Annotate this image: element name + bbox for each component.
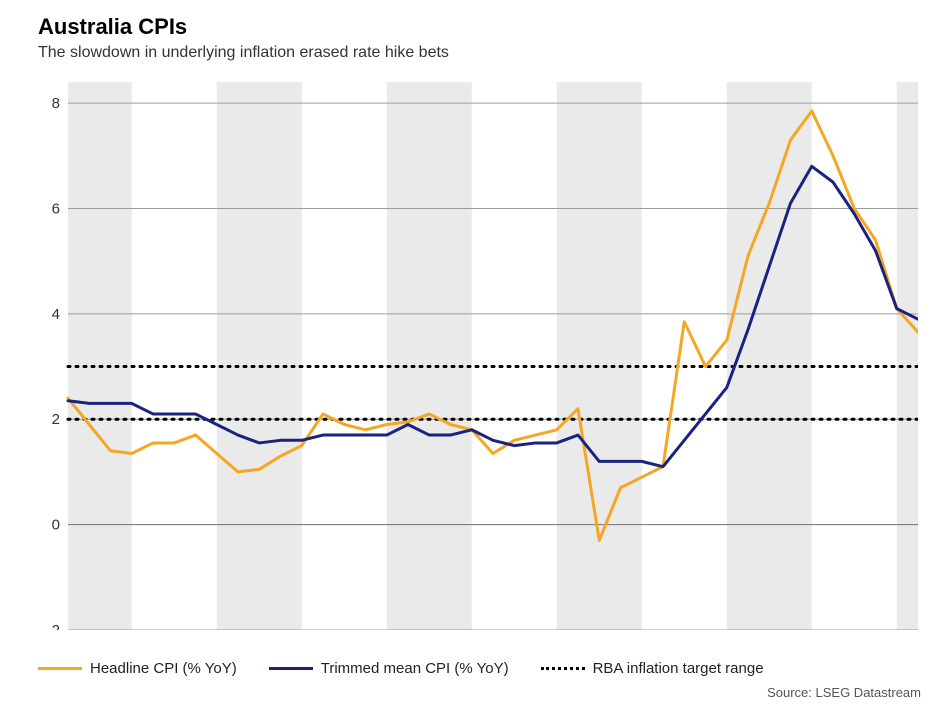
- legend-item-trimmed: Trimmed mean CPI (% YoY): [269, 660, 509, 677]
- source-attribution: Source: LSEG Datastream: [767, 685, 921, 700]
- svg-text:2: 2: [52, 411, 60, 428]
- legend-label-trimmed: Trimmed mean CPI (% YoY): [321, 660, 509, 677]
- legend-item-headline: Headline CPI (% YoY): [38, 660, 237, 677]
- svg-text:8: 8: [52, 95, 60, 112]
- plot-svg: -202468201520162017201820192020202120222…: [38, 82, 918, 630]
- legend-swatch-headline: [38, 667, 82, 670]
- legend-swatch-target: [541, 667, 585, 670]
- svg-text:6: 6: [52, 200, 60, 217]
- legend-label-headline: Headline CPI (% YoY): [90, 660, 237, 677]
- chart-container: Australia CPIs The slowdown in underlyin…: [0, 0, 941, 706]
- chart-subtitle: The slowdown in underlying inflation era…: [38, 44, 449, 62]
- legend-swatch-trimmed: [269, 667, 313, 670]
- legend-label-target: RBA inflation target range: [593, 660, 764, 677]
- svg-text:-2: -2: [47, 622, 60, 630]
- chart-title: Australia CPIs: [38, 14, 187, 40]
- svg-text:0: 0: [52, 517, 60, 534]
- plot-area: -202468201520162017201820192020202120222…: [38, 82, 918, 630]
- legend-item-target: RBA inflation target range: [541, 660, 764, 677]
- legend: Headline CPI (% YoY) Trimmed mean CPI (%…: [38, 654, 918, 682]
- svg-text:4: 4: [52, 306, 60, 323]
